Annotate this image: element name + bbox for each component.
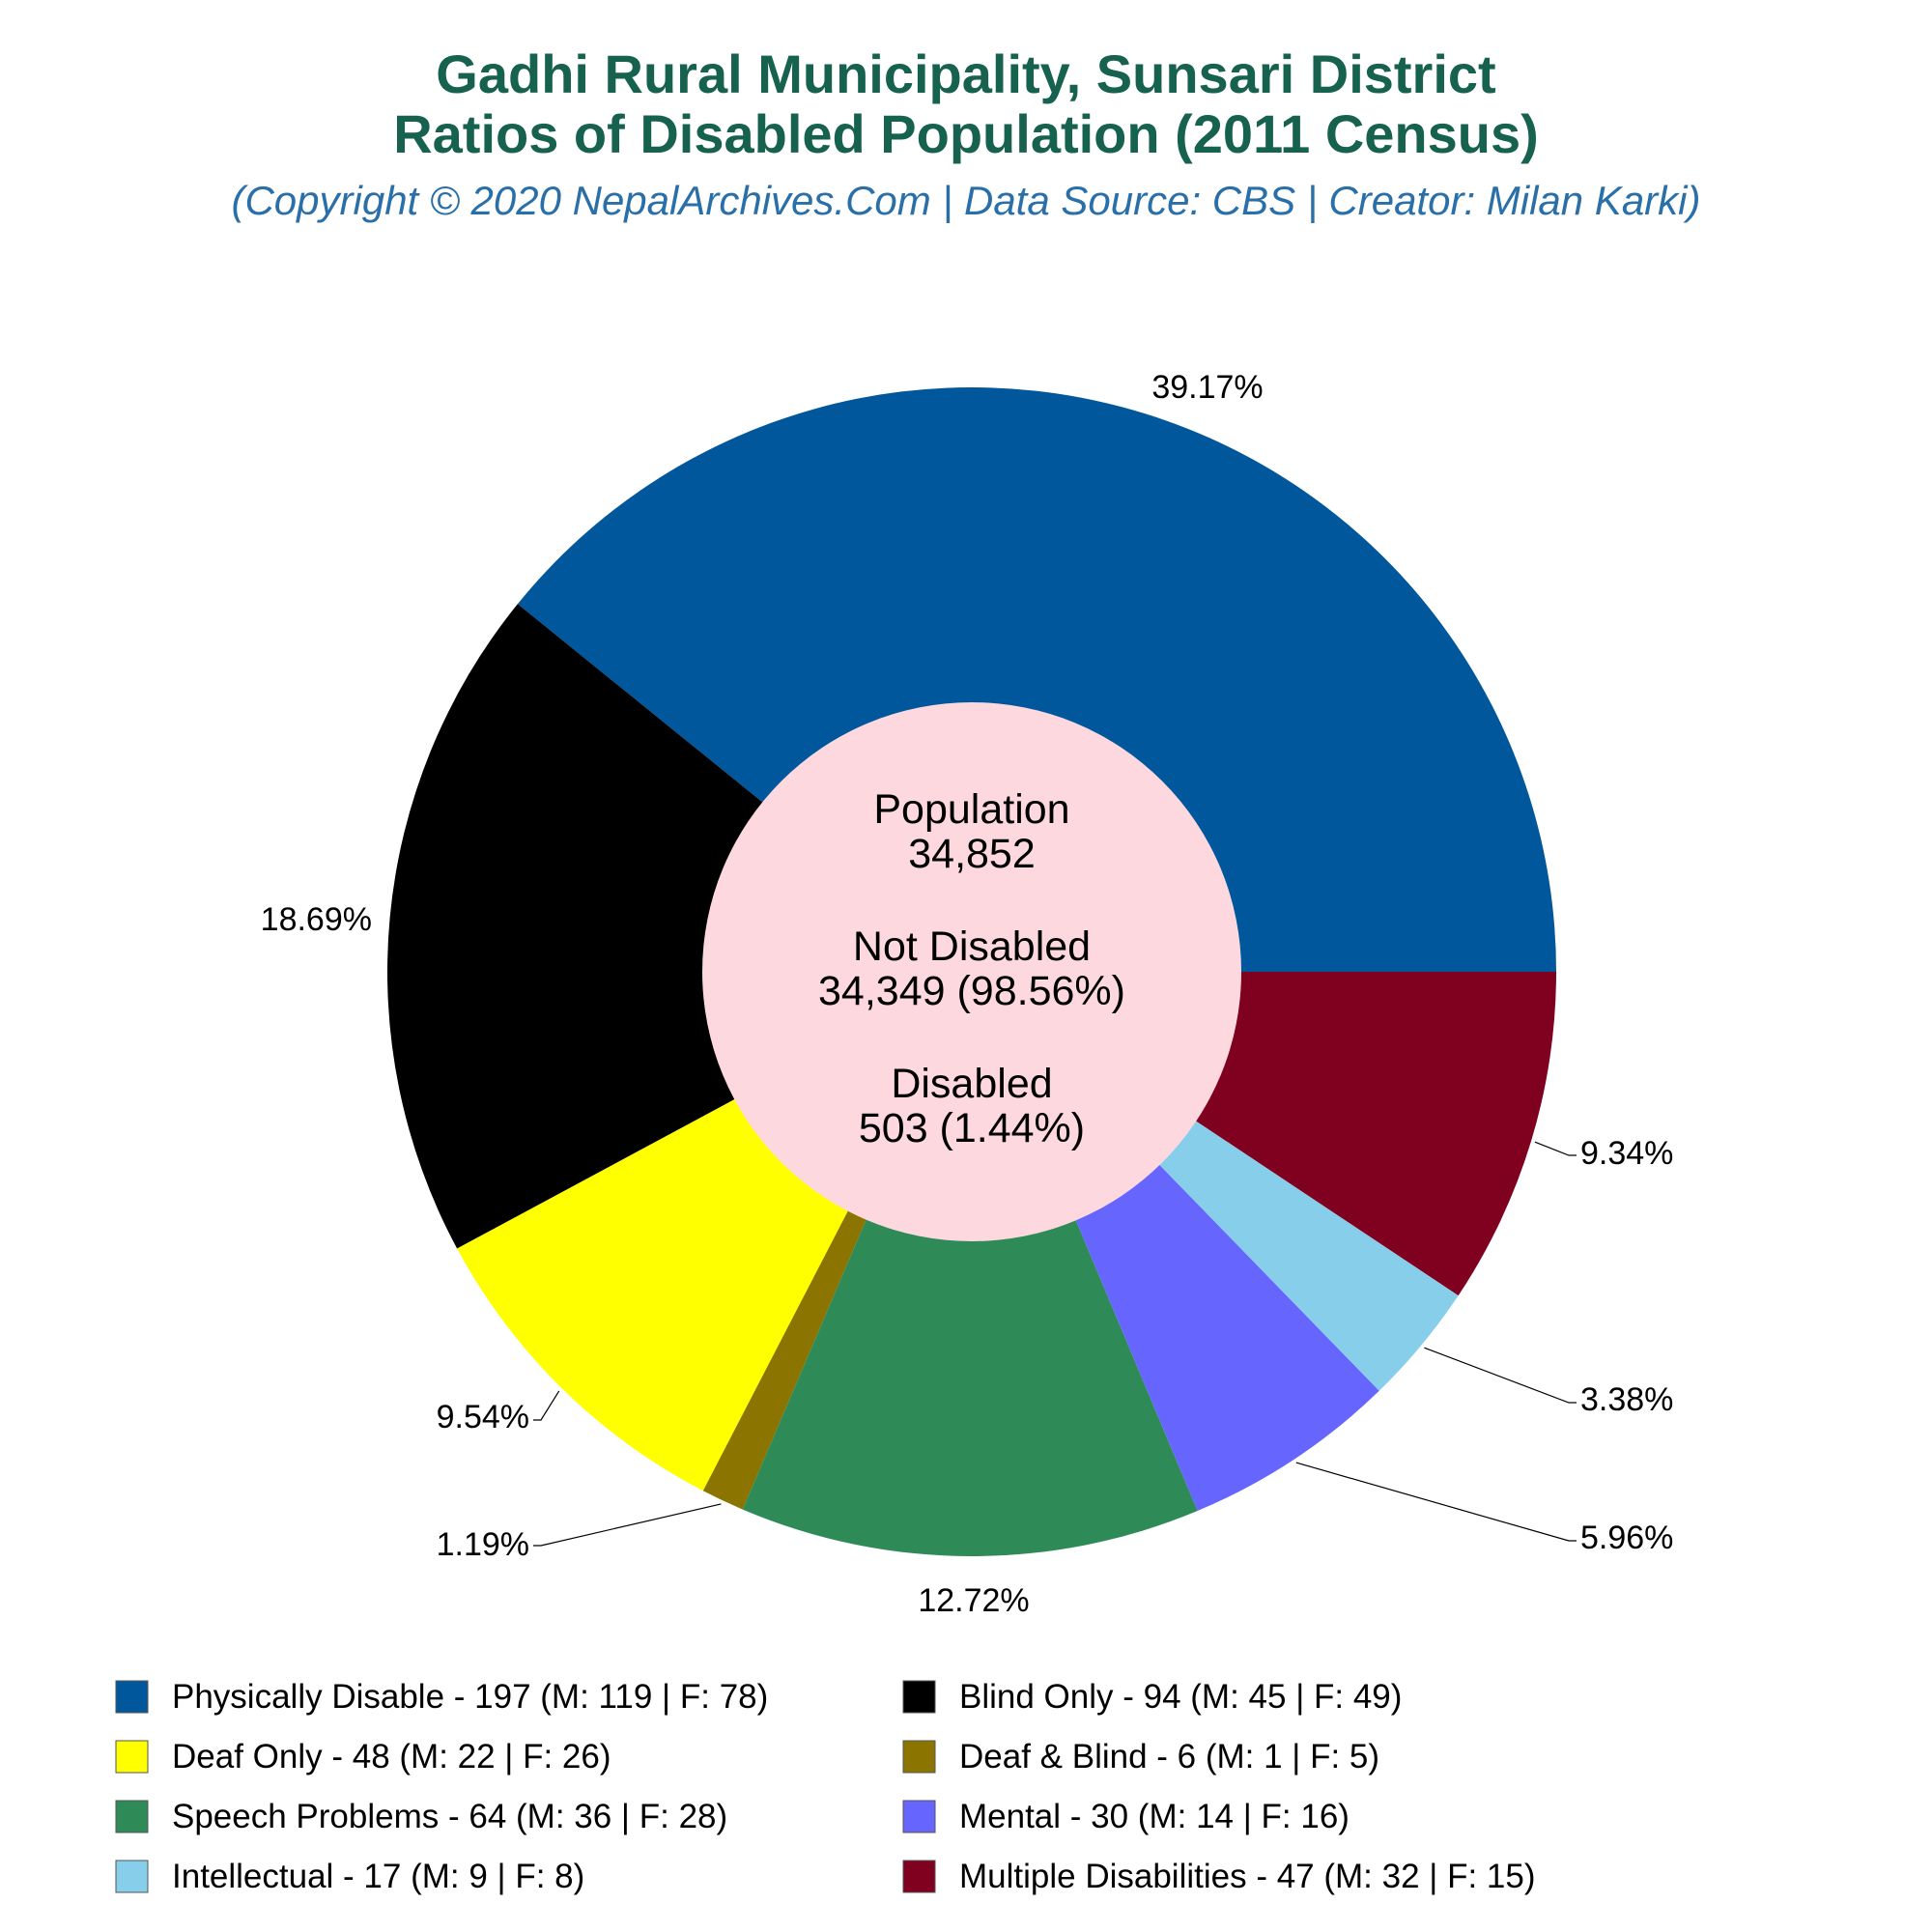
slice-labels: 39.17% 18.69% 9.54% 1.19% 12.72% 5.96% 3.38% 9.… xyxy=(261,369,1674,1619)
legend-swatch xyxy=(902,1800,936,1833)
disabled-label: Disabled xyxy=(891,1061,1052,1107)
slice-label: 1.19% xyxy=(437,1526,529,1563)
leader-line xyxy=(1424,1347,1577,1404)
legend-entry: Deaf & Blind - 6 (M: 1 | F: 5) xyxy=(959,1738,1379,1776)
legend-swatch xyxy=(115,1680,149,1714)
slice-label: 39.17% xyxy=(1151,369,1263,406)
population-value: 34,852 xyxy=(908,831,1036,877)
legend-entry: Multiple Disabilities - 47 (M: 32 | F: 1… xyxy=(959,1858,1536,1895)
slice-label: 3.38% xyxy=(1580,1381,1673,1418)
legend-swatch xyxy=(115,1860,149,1893)
slice-label: 18.69% xyxy=(261,901,372,938)
not-disabled-label: Not Disabled xyxy=(853,923,1091,970)
not-disabled-value: 34,349 (98.56%) xyxy=(818,968,1125,1014)
slice-label: 5.96% xyxy=(1580,1520,1673,1556)
leader-lines xyxy=(533,1141,1577,1547)
chart-title-line1: Gadhi Rural Municipality, Sunsari Distri… xyxy=(436,43,1495,104)
chart-title-line2: Ratios of Disabled Population (2011 Cens… xyxy=(393,103,1539,164)
legend-swatch xyxy=(115,1740,149,1774)
pie-slice-blind-only xyxy=(387,604,972,1249)
legend-entry: Deaf Only - 48 (M: 22 | F: 26) xyxy=(172,1738,611,1776)
legend-swatch xyxy=(115,1800,149,1833)
center-hole xyxy=(702,702,1241,1241)
legend-entry: Speech Problems - 64 (M: 36 | F: 28) xyxy=(172,1798,727,1835)
slice-label: 9.54% xyxy=(437,1399,529,1435)
legend: Physically Disable - 197 (M: 119 | F: 78… xyxy=(115,1678,1536,1895)
slice-label: 9.34% xyxy=(1580,1135,1673,1172)
pie-slice-physically-disable xyxy=(517,387,1556,972)
leader-line xyxy=(1295,1462,1577,1542)
leader-line xyxy=(533,1503,722,1547)
legend-entry: Mental - 30 (M: 14 | F: 16) xyxy=(959,1798,1350,1835)
legend-swatch xyxy=(902,1680,936,1714)
leader-line xyxy=(533,1390,560,1421)
slice-label: 12.72% xyxy=(918,1582,1029,1619)
leader-line xyxy=(1534,1141,1577,1156)
legend-entry: Intellectual - 17 (M: 9 | F: 8) xyxy=(172,1858,584,1895)
pie-slices xyxy=(387,387,1556,1557)
population-label: Population xyxy=(873,786,1069,833)
disabled-value: 503 (1.44%) xyxy=(859,1105,1085,1151)
pie-slice-speech-problems xyxy=(742,972,1198,1557)
legend-swatch xyxy=(902,1740,936,1774)
legend-entry: Physically Disable - 197 (M: 119 | F: 78… xyxy=(172,1678,768,1716)
chart-subtitle: (Copyright © 2020 NepalArchives.Com | Da… xyxy=(231,178,1700,224)
legend-swatch xyxy=(902,1860,936,1893)
legend-entry: Blind Only - 94 (M: 45 | F: 49) xyxy=(959,1678,1402,1716)
